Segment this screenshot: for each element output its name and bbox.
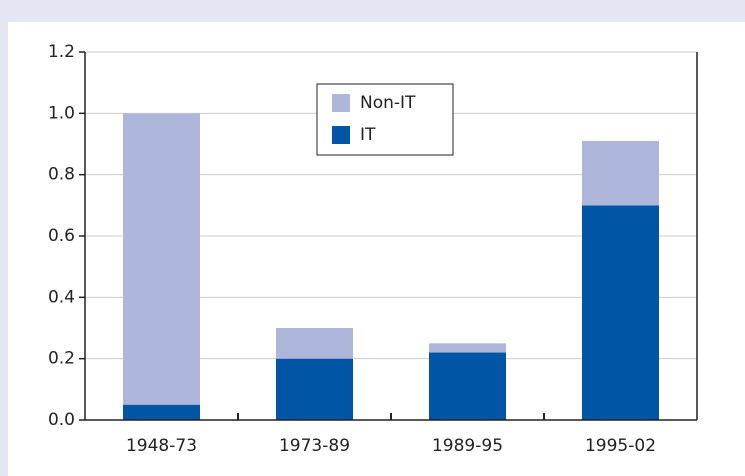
legend-label: Non-IT	[360, 93, 416, 113]
y-tick-label: 0.0	[48, 410, 75, 430]
x-tick-label: 1995-02	[585, 436, 656, 456]
legend-swatch	[332, 94, 350, 112]
x-tick-label: 1948-73	[126, 436, 197, 456]
legend-label: IT	[360, 125, 376, 145]
y-tick-label: 0.8	[48, 165, 75, 185]
bar-segment	[276, 358, 353, 420]
bar-segment	[429, 352, 506, 420]
bar-segment	[123, 113, 200, 405]
x-tick-label: 1989-95	[432, 436, 503, 456]
x-tick-label: 1973-89	[279, 436, 350, 456]
bar-segment	[123, 404, 200, 420]
y-tick-label: 0.2	[48, 349, 75, 369]
bar-segment	[582, 140, 659, 206]
y-tick-label: 0.4	[48, 287, 75, 307]
y-tick-label: 1.0	[48, 103, 75, 123]
bar-segment	[276, 328, 353, 359]
bar-segment	[582, 205, 659, 420]
y-tick-label: 1.2	[48, 42, 75, 62]
y-tick-label: 0.6	[48, 226, 75, 246]
legend-swatch	[332, 126, 350, 144]
bar-segment	[429, 343, 506, 353]
